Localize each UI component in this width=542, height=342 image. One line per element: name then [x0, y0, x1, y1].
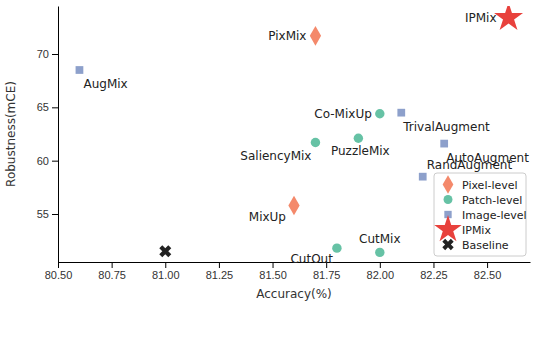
- y-tick-mark: [52, 214, 58, 215]
- y-tick: 60: [37, 155, 58, 167]
- x-tick-mark: [58, 262, 59, 268]
- point-label: CutOut: [290, 252, 333, 266]
- point: [375, 109, 384, 118]
- x-tick: 82.00: [367, 262, 395, 281]
- y-tick-mark: [52, 54, 58, 55]
- point: [419, 173, 427, 181]
- x-tick: 80.75: [98, 262, 126, 281]
- point-labels: PixMix MixUp Co-MixUp SaliencyMix PuzzleMix C…: [83, 11, 529, 266]
- y-tick: 70: [37, 48, 58, 60]
- point: [332, 243, 341, 252]
- x-tick: 82.50: [474, 262, 502, 281]
- x-tick-label: 81.25: [206, 269, 234, 281]
- point-label: AugMix: [83, 77, 127, 91]
- y-tick-label: 70: [37, 48, 49, 60]
- x-tick-label: 81.50: [259, 269, 287, 281]
- point-label: CutMix: [359, 232, 400, 246]
- x-tick: 80.50: [45, 262, 73, 281]
- x-tick: 81.00: [152, 262, 180, 281]
- plot-area: 80.50 80.75 81.00 81.25 81.50 81.75 82.00 82.25…: [37, 3, 531, 281]
- y-tick: 65: [37, 101, 58, 113]
- point-label: IPMix: [465, 11, 497, 25]
- point: [288, 196, 299, 216]
- x-tick-mark: [165, 262, 166, 268]
- x-tick: 82.25: [420, 262, 448, 281]
- point-label: SaliencyMix: [240, 149, 311, 163]
- y-tick-label: 65: [37, 101, 49, 113]
- point: [156, 242, 174, 260]
- y-axis: 55 60 65 70: [37, 7, 59, 263]
- point-label: MixUp: [249, 210, 286, 224]
- point-label: PixMix: [268, 29, 306, 43]
- point-label: TrivalAugment: [402, 120, 490, 134]
- x-tick: 81.25: [206, 262, 234, 281]
- legend-marker: [434, 215, 461, 241]
- x-tick-mark: [112, 262, 113, 268]
- y-tick-label: 55: [37, 208, 49, 220]
- legend-label: Baseline: [462, 239, 509, 252]
- y-tick: 55: [37, 208, 58, 220]
- chart-svg: 80.50 80.75 81.00 81.25 81.50 81.75 82.00 82.25…: [0, 0, 542, 342]
- point: [311, 138, 320, 147]
- x-tick-mark: [380, 262, 381, 268]
- point: [76, 66, 84, 74]
- x-tick-mark: [273, 262, 274, 268]
- legend-label: Image-level: [462, 209, 527, 222]
- legend-marker: [443, 175, 454, 194]
- point: [440, 140, 448, 148]
- point: [375, 248, 384, 257]
- point: [354, 134, 363, 143]
- x-tick-mark: [433, 262, 434, 268]
- x-tick: 81.50: [259, 262, 287, 281]
- x-tick-label: 80.75: [98, 269, 126, 281]
- point-label: PuzzleMix: [331, 144, 390, 158]
- x-tick-label: 82.25: [420, 269, 448, 281]
- point: [494, 6, 523, 30]
- x-tick-label: 80.50: [45, 269, 73, 281]
- legend-label: Patch-level: [462, 194, 522, 207]
- y-axis-line: [58, 7, 59, 263]
- point-label: Co-MixUp: [314, 107, 371, 121]
- y-tick-mark: [52, 107, 58, 108]
- legend: Pixel-level Patch-level Image-level IPMix Ba…: [434, 173, 527, 256]
- point-label: RandAugment: [427, 158, 513, 172]
- y-tick-mark: [52, 161, 58, 162]
- chart-container: 80.50 80.75 81.00 81.25 81.50 81.75 82.00 82.25…: [0, 0, 542, 342]
- legend-box: [434, 173, 526, 256]
- x-tick-label: 82.00: [367, 269, 395, 281]
- x-axis: 80.50 80.75 81.00 81.25 81.50 81.75 82.00 82.25…: [45, 262, 531, 281]
- x-tick-mark: [487, 262, 488, 268]
- legend-marker: [444, 195, 453, 204]
- legend-label: IPMix: [462, 224, 491, 237]
- point: [310, 26, 321, 46]
- x-axis-title: Accuracy(%): [256, 287, 332, 301]
- point: [397, 109, 405, 117]
- y-tick-label: 60: [37, 155, 49, 167]
- y-axis-title: Robustness(mCE): [4, 81, 18, 187]
- x-tick-label: 82.50: [474, 269, 502, 281]
- x-tick-mark: [219, 262, 220, 268]
- x-tick-label: 81.00: [152, 269, 180, 281]
- legend-label: Pixel-level: [462, 179, 518, 192]
- legend-marker: [439, 236, 456, 253]
- x-tick-label: 81.75: [313, 269, 341, 281]
